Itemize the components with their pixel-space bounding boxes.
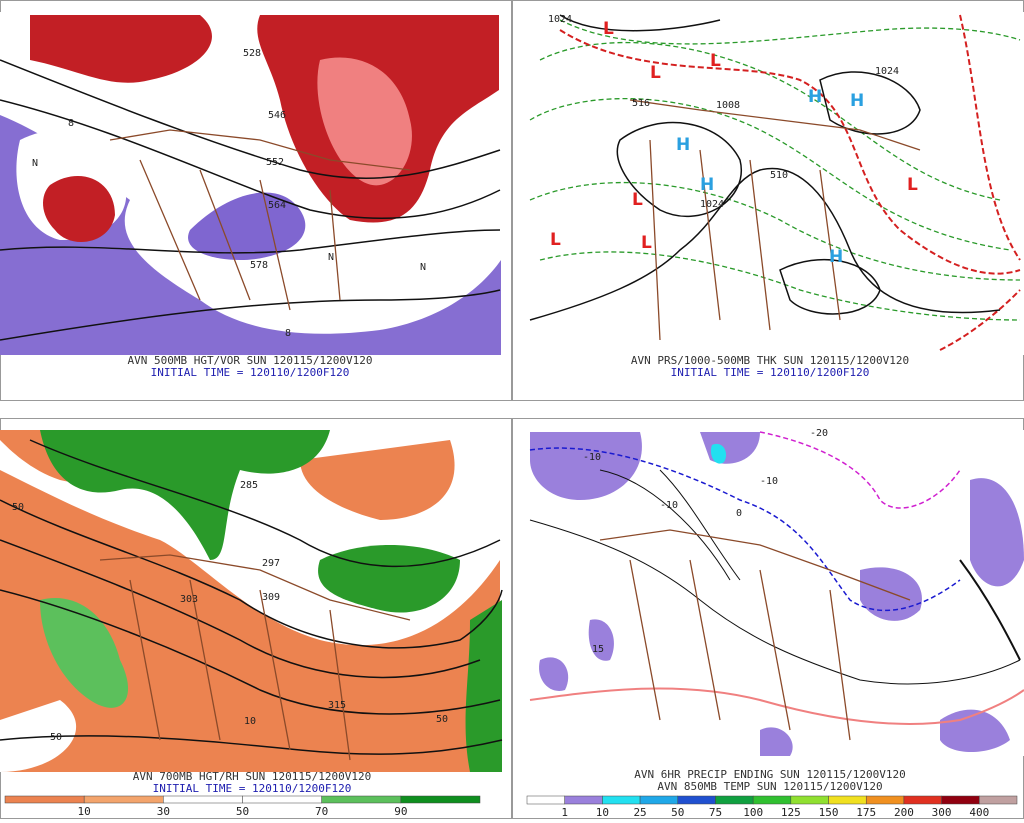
- high-center: H: [850, 91, 864, 111]
- contour-label: 516: [632, 98, 650, 109]
- contour-label: -10: [583, 452, 601, 463]
- color-swatch: [677, 795, 716, 805]
- color-swatch: [242, 795, 322, 804]
- caption: AVN 500MB HGT/VOR SUN 120115/1200V120: [127, 354, 372, 367]
- color-bar: 10 30 50 70 90: [4, 795, 481, 818]
- caption: AVN PRS/1000-500MB THK SUN 120115/1200V1…: [631, 354, 909, 367]
- caption: AVN 6HR PRECIP ENDING SUN 120115/1200V12…: [634, 768, 906, 781]
- color-label: 75: [709, 806, 722, 819]
- low-center: L: [550, 230, 561, 250]
- contour-label: 50: [12, 502, 24, 513]
- contour-label: 50: [436, 714, 448, 725]
- color-label: 50: [236, 805, 249, 818]
- contour-label: 578: [250, 260, 268, 271]
- color-swatch: [639, 795, 679, 805]
- contour-label: -20: [810, 428, 828, 439]
- contour-label: 10: [244, 716, 256, 727]
- initial-time: INITIAL TIME = 120110/1200F120: [151, 366, 350, 379]
- contour-label: N: [328, 252, 334, 263]
- color-label: 125: [781, 806, 801, 819]
- contour-label: 309: [262, 592, 280, 603]
- contour-label: 8: [285, 328, 291, 339]
- contour-label: 546: [268, 110, 286, 121]
- color-swatch: [321, 795, 402, 804]
- initial-time: INITIAL TIME = 120110/1200F120: [153, 782, 352, 795]
- color-swatch: [941, 795, 980, 805]
- contour-label: 1024: [700, 199, 724, 210]
- high-center: H: [676, 135, 690, 155]
- color-swatch: [979, 795, 1018, 805]
- color-label: 10: [78, 805, 91, 818]
- color-label: 30: [157, 805, 170, 818]
- contour-label: 15: [592, 644, 604, 655]
- color-label: 200: [894, 806, 914, 819]
- color-swatch: [790, 795, 829, 805]
- low-center: L: [907, 175, 918, 195]
- color-label: 70: [315, 805, 328, 818]
- contour-label: 303: [180, 594, 198, 605]
- color-swatch: [752, 795, 792, 805]
- high-center: H: [808, 87, 822, 107]
- color-swatch: [828, 795, 867, 805]
- low-center: L: [632, 190, 643, 210]
- contour-label: N: [32, 158, 38, 169]
- color-swatch: [564, 795, 603, 805]
- color-label: 400: [969, 806, 989, 819]
- low-center: L: [710, 51, 721, 71]
- color-swatch: [715, 795, 754, 805]
- color-swatch: [4, 795, 85, 804]
- color-swatch: [903, 795, 942, 805]
- low-center: L: [641, 233, 652, 253]
- contour-label: N: [420, 262, 426, 273]
- color-swatch: [400, 795, 481, 804]
- contour-label: 510: [770, 170, 788, 181]
- color-label: 50: [671, 806, 684, 819]
- contour-label: 1024: [548, 14, 572, 25]
- contour-label: 1008: [716, 100, 740, 111]
- contour-label: 552: [266, 157, 284, 168]
- color-label: 100: [743, 806, 763, 819]
- color-swatch: [602, 795, 641, 805]
- low-center: L: [650, 63, 661, 83]
- color-bar: 1 10 25 50 75 100 125 150 175 200 300 400: [526, 795, 1018, 819]
- color-swatch: [526, 795, 565, 805]
- contour-label: -10: [660, 500, 678, 511]
- contour-label: 285: [240, 480, 258, 491]
- low-center: L: [603, 19, 614, 39]
- caption: AVN 850MB TEMP SUN 120115/1200V120: [657, 780, 882, 793]
- color-label: 300: [932, 806, 952, 819]
- contour-label: 0: [736, 508, 742, 519]
- contour-label: 297: [262, 558, 280, 569]
- color-label: 1: [561, 806, 568, 819]
- color-swatch: [865, 795, 905, 805]
- map-pressure: L L L L L L L H H H H H 1024 1024 1008 5…: [523, 12, 1024, 379]
- color-label: 150: [819, 806, 839, 819]
- color-label: 175: [856, 806, 876, 819]
- contour-label: 1024: [875, 66, 899, 77]
- color-label: 25: [633, 806, 646, 819]
- initial-time: INITIAL TIME = 120110/1200F120: [671, 366, 870, 379]
- color-label: 90: [394, 805, 407, 818]
- contour-label: 50: [50, 732, 62, 743]
- high-center: H: [829, 247, 843, 267]
- contour-label: 8: [68, 118, 74, 129]
- color-swatch: [163, 795, 243, 804]
- map-700mb: 303 309 315 285 297 50 50 10 50 AVN 700M…: [0, 430, 503, 818]
- map-precip: -20 -10 0 -10 15 -10 AVN 6HR PRECIP ENDI…: [523, 428, 1024, 819]
- high-center: H: [700, 175, 714, 195]
- contour-label: 528: [243, 48, 261, 59]
- contour-label: 315: [328, 700, 346, 711]
- color-label: 10: [596, 806, 609, 819]
- contour-label: 564: [268, 200, 286, 211]
- caption: AVN 700MB HGT/RH SUN 120115/1200V120: [133, 770, 371, 783]
- map-500mb: 528 546 552 564 578 N N N 8 8 AVN 500MB …: [0, 12, 501, 379]
- color-swatch: [83, 795, 164, 804]
- contour-label: -10: [760, 476, 778, 487]
